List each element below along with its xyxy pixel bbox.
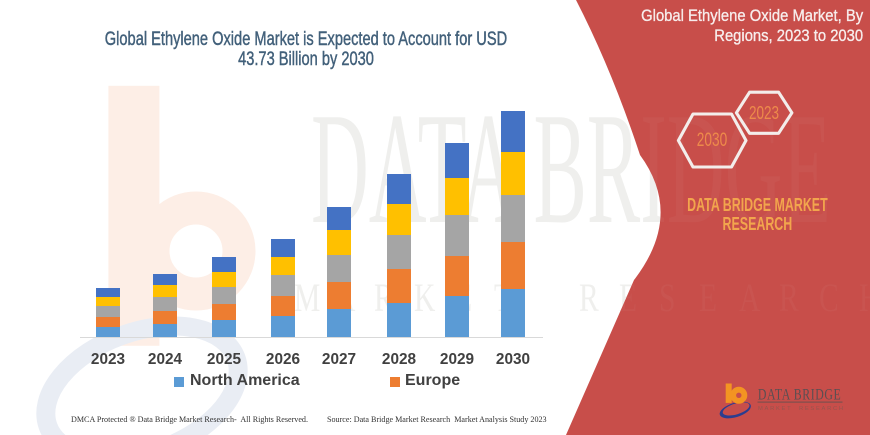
svg-text:2023: 2023 bbox=[749, 103, 779, 124]
svg-text:2030: 2030 bbox=[697, 129, 727, 151]
svg-text:DATA BRIDGE: DATA BRIDGE bbox=[758, 386, 841, 404]
svg-text:MARKET RESEARCH: MARKET RESEARCH bbox=[758, 406, 845, 412]
